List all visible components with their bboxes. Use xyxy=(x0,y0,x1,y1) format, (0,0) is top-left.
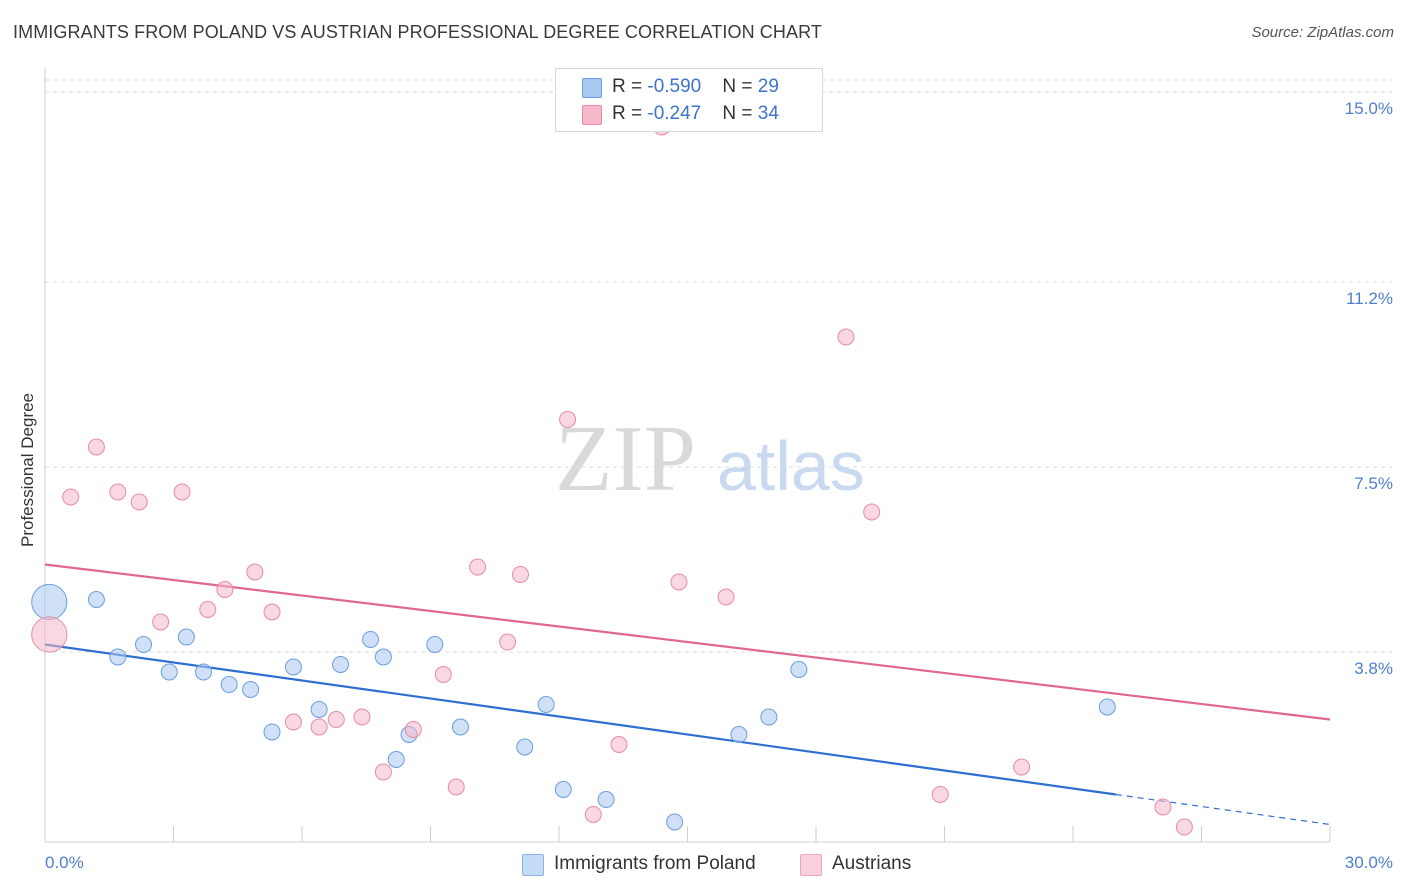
point-poland-23 xyxy=(666,813,684,831)
x-tick-label-max: 30.0% xyxy=(1345,853,1393,872)
point-austrians-14 xyxy=(353,708,371,726)
point-austrians-13 xyxy=(327,711,345,728)
chart-source: Source: ZipAtlas.com xyxy=(1251,24,1394,41)
watermark: ZIP atlas xyxy=(555,407,865,511)
axes xyxy=(44,68,1331,843)
point-austrians-26 xyxy=(670,573,688,591)
legend-n-label: N = xyxy=(722,76,758,97)
data-points xyxy=(31,118,1193,836)
point-austrians-0 xyxy=(31,616,68,653)
point-poland-22 xyxy=(597,791,615,808)
y-tick-label-3: 15.0% xyxy=(1345,99,1393,118)
point-austrians-33 xyxy=(1175,818,1193,836)
watermark-zip: ZIP xyxy=(555,407,696,511)
y-axis-label: Professional Degree xyxy=(18,392,37,548)
legend-r-label: R = xyxy=(612,76,648,97)
legend-n-label: N = xyxy=(722,103,758,124)
point-poland-4 xyxy=(160,663,178,681)
point-austrians-12 xyxy=(310,718,328,736)
legend-r-label: R = xyxy=(612,103,648,124)
point-poland-18 xyxy=(451,718,469,736)
trend-lines xyxy=(44,563,1331,826)
point-austrians-10 xyxy=(263,603,281,621)
point-poland-25 xyxy=(760,708,778,726)
point-austrians-29 xyxy=(863,503,881,521)
point-austrians-28 xyxy=(837,328,855,346)
point-poland-27 xyxy=(1098,698,1116,716)
legend-n-value: 34 xyxy=(757,103,779,124)
point-austrians-21 xyxy=(511,566,529,583)
y-tick-label-0: 3.8% xyxy=(1354,659,1393,678)
point-poland-1 xyxy=(87,591,105,608)
trend-line-extension-poland xyxy=(1115,793,1331,826)
chart-title: IMMIGRANTS FROM POLAND VS AUSTRIAN PROFE… xyxy=(13,22,822,42)
point-austrians-9 xyxy=(246,563,264,581)
stats-legend: R = -0.590 N = 29 R = -0.247 N = 34 xyxy=(555,68,823,132)
bottom-legend-label-poland: Immigrants from Poland xyxy=(554,853,756,874)
point-poland-2 xyxy=(109,648,127,666)
point-austrians-4 xyxy=(130,493,148,511)
point-poland-13 xyxy=(362,631,380,648)
point-poland-26 xyxy=(790,661,808,678)
bottom-legend-label-austrians: Austrians xyxy=(832,853,912,874)
legend-r-value: -0.590 xyxy=(647,76,702,97)
trend-line-poland xyxy=(44,643,1116,796)
point-poland-5 xyxy=(177,628,195,646)
bottom-legend-swatch-poland xyxy=(522,854,544,876)
point-poland-24 xyxy=(730,726,748,743)
point-austrians-5 xyxy=(152,613,170,631)
legend-n-value: 29 xyxy=(757,76,779,97)
x-tick-label-min: 0.0% xyxy=(45,853,84,872)
point-austrians-7 xyxy=(199,601,217,618)
point-austrians-1 xyxy=(62,488,80,506)
point-austrians-23 xyxy=(584,806,602,823)
watermark-atlas: atlas xyxy=(717,427,865,505)
point-austrians-6 xyxy=(173,483,191,501)
point-poland-14 xyxy=(374,648,392,666)
point-austrians-27 xyxy=(717,588,735,606)
y-axis-label-wrap: Professional Degree xyxy=(8,300,48,640)
y-tick-label-1: 7.5% xyxy=(1354,474,1393,493)
point-austrians-22 xyxy=(559,411,577,428)
point-poland-8 xyxy=(242,681,260,698)
point-poland-11 xyxy=(310,701,328,718)
point-austrians-31 xyxy=(1013,758,1031,776)
point-austrians-18 xyxy=(447,778,465,796)
point-austrians-11 xyxy=(284,713,302,731)
point-poland-7 xyxy=(220,676,238,693)
trend-line-austrians xyxy=(44,563,1331,721)
point-poland-10 xyxy=(284,658,302,676)
point-poland-17 xyxy=(426,636,444,653)
point-austrians-20 xyxy=(499,633,517,651)
point-poland-15 xyxy=(387,751,405,768)
point-austrians-16 xyxy=(404,721,422,738)
point-poland-20 xyxy=(537,696,555,713)
point-austrians-3 xyxy=(109,483,127,501)
point-austrians-2 xyxy=(87,438,105,456)
point-austrians-17 xyxy=(434,666,452,683)
legend-swatch-poland xyxy=(582,78,602,98)
point-poland-19 xyxy=(516,738,534,756)
point-poland-6 xyxy=(194,663,212,681)
point-austrians-19 xyxy=(469,558,487,576)
point-austrians-32 xyxy=(1154,798,1172,816)
legend-swatch-austrians xyxy=(582,105,602,125)
point-poland-12 xyxy=(332,656,350,673)
point-austrians-30 xyxy=(931,786,949,803)
grid-lines xyxy=(45,79,1392,653)
point-austrians-8 xyxy=(216,581,234,598)
point-poland-9 xyxy=(263,723,281,741)
bottom-legend-swatch-austrians xyxy=(800,854,822,876)
legend-r-value: -0.247 xyxy=(647,103,702,124)
point-poland-3 xyxy=(135,636,153,653)
point-austrians-24 xyxy=(610,736,628,753)
y-tick-label-2: 11.2% xyxy=(1346,289,1393,308)
point-austrians-15 xyxy=(374,763,392,781)
tick-labels: 3.8% 7.5% 11.2% 15.0% 0.0% 30.0% xyxy=(45,99,1393,872)
point-poland-21 xyxy=(554,781,572,798)
